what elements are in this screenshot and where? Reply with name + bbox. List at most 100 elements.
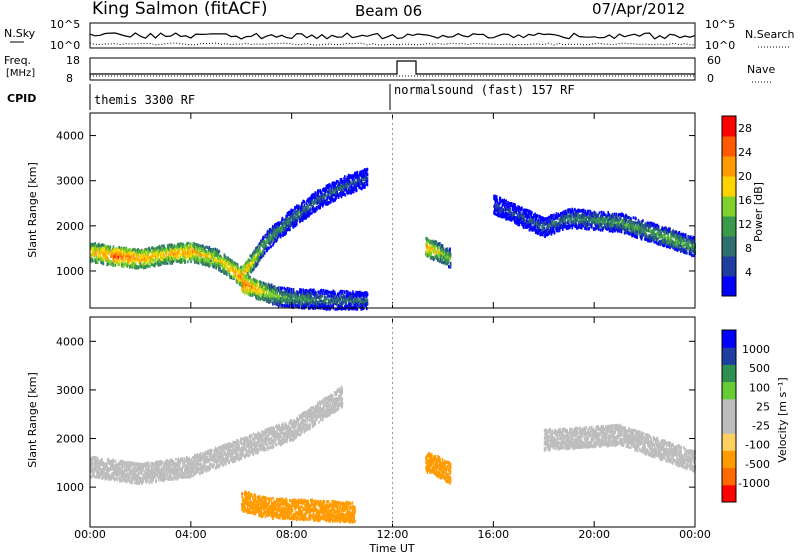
heatmap-cell [517,209,520,213]
nsearch-tick-top: 10^5 [705,18,735,31]
heatmap-cell [195,251,198,255]
heatmap-cell [210,258,212,262]
heatmap-cell [361,307,363,311]
heatmap-cell [512,214,514,218]
heatmap-cell [552,227,555,231]
heatmap-cell [295,219,297,222]
heatmap-cell [160,254,163,258]
heatmap-cell [445,247,447,251]
heatmap-cell [223,255,226,259]
heatmap-cell [263,245,266,249]
heatmap-cell [284,233,286,236]
heatmap-cell [323,194,326,198]
heatmap-cell [363,304,366,308]
heatmap-cell [104,254,107,258]
heatmap-cell [274,223,276,227]
heatmap-cell [555,226,558,230]
heatmap-cell [340,302,343,306]
heatmap-cell [269,231,271,235]
heatmap-cell [271,231,274,234]
heatmap-cell [167,246,170,250]
heatmap-cell [354,300,356,304]
heatmap-cell [497,208,499,212]
freq-tick-bottom: 8 [66,72,73,85]
heatmap-cell [543,225,545,229]
heatmap-cell [357,177,359,181]
heatmap-cell [333,187,336,191]
heatmap-cell [506,208,509,212]
heatmap-cell [425,243,427,247]
heatmap-cell [254,279,257,283]
heatmap-cell [321,202,323,206]
heatmap-cell [312,301,315,305]
heatmap-cell [530,228,533,232]
heatmap-cell [315,193,318,197]
heatmap-cell [500,211,502,215]
heatmap-cell [320,190,323,194]
heatmap-cell [442,249,445,253]
heatmap-cell [329,190,332,194]
heatmap-cell [309,208,311,212]
heatmap-cell [564,225,567,229]
heatmap-cell [338,302,341,306]
heatmap-cell [558,214,560,218]
heatmap-cell [338,305,340,309]
heatmap-cell [326,295,328,299]
heatmap-cell [550,217,553,221]
heatmap-cell [136,256,139,260]
heatmap-cell [502,200,504,204]
nsearch-label: N.Search [745,28,795,41]
heatmap-cell [336,302,338,305]
heatmap-cell [359,181,362,185]
heatmap-cell [504,202,506,206]
heatmap-cell [278,223,280,227]
heatmap-cell [229,264,232,267]
heatmap-cell [340,293,342,297]
heatmap-cell [239,279,241,283]
heatmap-cell [287,213,290,217]
heatmap-cell [111,251,113,255]
heatmap-cell [232,264,234,268]
heatmap-cell [292,288,295,291]
heatmap-cell [440,249,442,253]
heatmap-cell [223,269,225,273]
heatmap-cell [275,234,277,238]
heatmap-cell [565,212,568,216]
heatmap-cell [200,256,202,260]
heatmap-cell [354,180,356,184]
heatmap-cell [348,299,350,303]
heatmap-cell [152,258,154,262]
heatmap-cell [129,248,132,252]
heatmap-cell [263,247,266,251]
heatmap-cell [322,289,325,293]
freq-panel [89,57,696,81]
heatmap-cell [94,252,96,256]
heatmap-cell [507,205,509,209]
heatmap-cell [250,263,253,267]
heatmap-cell [176,254,178,258]
heatmap-cell [284,218,286,222]
heatmap-cell [335,181,338,184]
heatmap-cell [531,215,534,219]
heatmap-cell [216,248,219,252]
heatmap-cell [434,244,437,248]
heatmap-cell [154,262,157,266]
heatmap-cell [294,223,297,227]
heatmap-cell [553,217,555,221]
heatmap-cell [352,290,354,294]
heatmap-cell [343,176,345,180]
heatmap-cell [244,269,246,273]
heatmap-cell [290,211,292,215]
heatmap-cell [255,292,258,295]
heatmap-cell [190,242,192,246]
heatmap-cell [146,262,149,266]
heatmap-cell [165,250,167,254]
heatmap-cell [584,221,586,225]
heatmap-cell [234,271,237,275]
heatmap-cell [115,260,117,264]
heatmap-cell [145,254,148,258]
heatmap-cell [221,265,224,269]
heatmap-cell [144,261,146,265]
heatmap-cell [517,223,519,227]
heatmap-cell [262,288,264,291]
